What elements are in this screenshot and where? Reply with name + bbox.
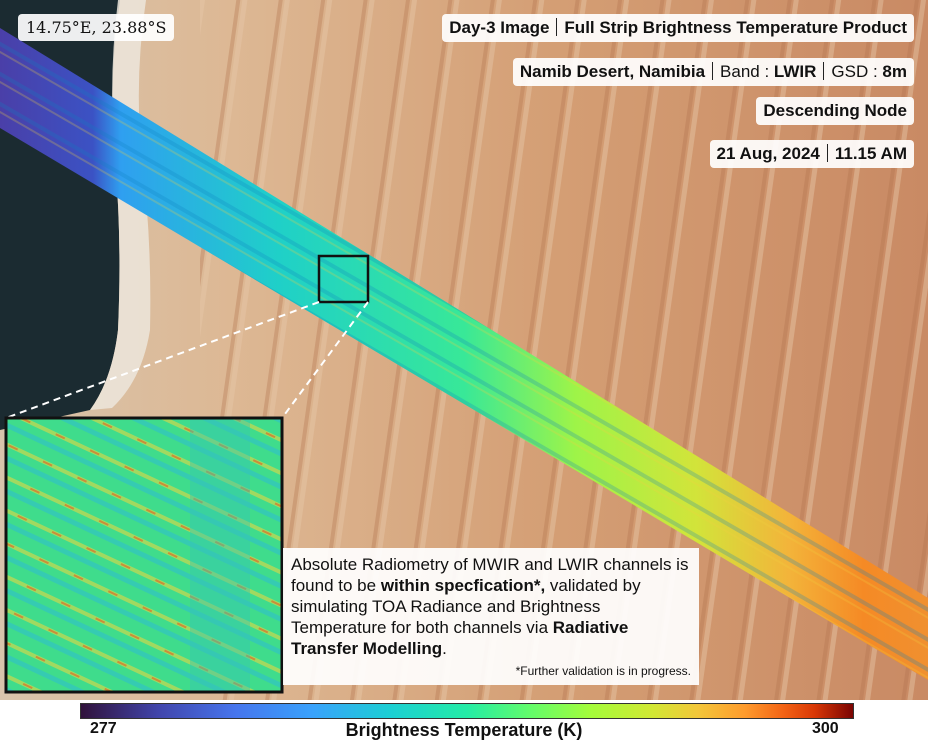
lwir-strip-texture <box>0 28 928 680</box>
location-label: Namib Desert, Namibia <box>519 62 706 81</box>
colorbar-max-label: 300 <box>812 720 839 737</box>
separator <box>826 144 828 162</box>
separator <box>823 62 825 80</box>
note-text-3: . <box>442 639 447 658</box>
date-label: 21 Aug, 2024 <box>716 144 820 163</box>
node-label: Descending Node <box>756 97 914 125</box>
gsd-label: GSD : <box>831 62 883 81</box>
colorbar-title: Brightness Temperature (K) <box>345 720 583 740</box>
location-band-label: Namib Desert, Namibia Band : LWIR GSD : 8m <box>512 58 914 86</box>
radiometry-note: Absolute Radiometry of MWIR and LWIR cha… <box>283 548 699 685</box>
datetime-label: 21 Aug, 2024 11.15 AM <box>709 140 914 168</box>
coastline-beach <box>90 0 151 410</box>
inset-zoom-view <box>4 416 284 694</box>
note-footnote: *Further validation is in progress. <box>515 664 691 678</box>
title-label: Day-3 Image Full Strip Brightness Tempera… <box>442 14 914 42</box>
colorbar <box>80 703 854 719</box>
separator <box>712 62 714 80</box>
title-product-label: Full Strip Brightness Temperature Produc… <box>564 18 907 37</box>
gsd-value: 8m <box>882 62 907 81</box>
band-label: Band : <box>720 62 774 81</box>
zoom-connector-left <box>5 301 320 419</box>
note-bold-2: Radiative Transfer Modelling <box>291 618 629 658</box>
band-value: LWIR <box>773 62 817 81</box>
zoom-box <box>317 254 370 304</box>
time-label: 11.15 AM <box>834 144 907 163</box>
zoom-connector-right <box>281 301 369 419</box>
separator <box>556 18 558 36</box>
note-text-2: validated by simulating TOA Radiance and… <box>291 576 641 637</box>
coordinates-label: 14.75°E, 23.88°S <box>18 14 175 41</box>
title-day-label: Day-3 Image <box>449 18 550 37</box>
note-text-1: Absolute Radiometry of MWIR and LWIR cha… <box>291 555 689 595</box>
note-bold-1: within specfication*, <box>380 576 546 595</box>
colorbar-min-label: 277 <box>90 720 117 737</box>
